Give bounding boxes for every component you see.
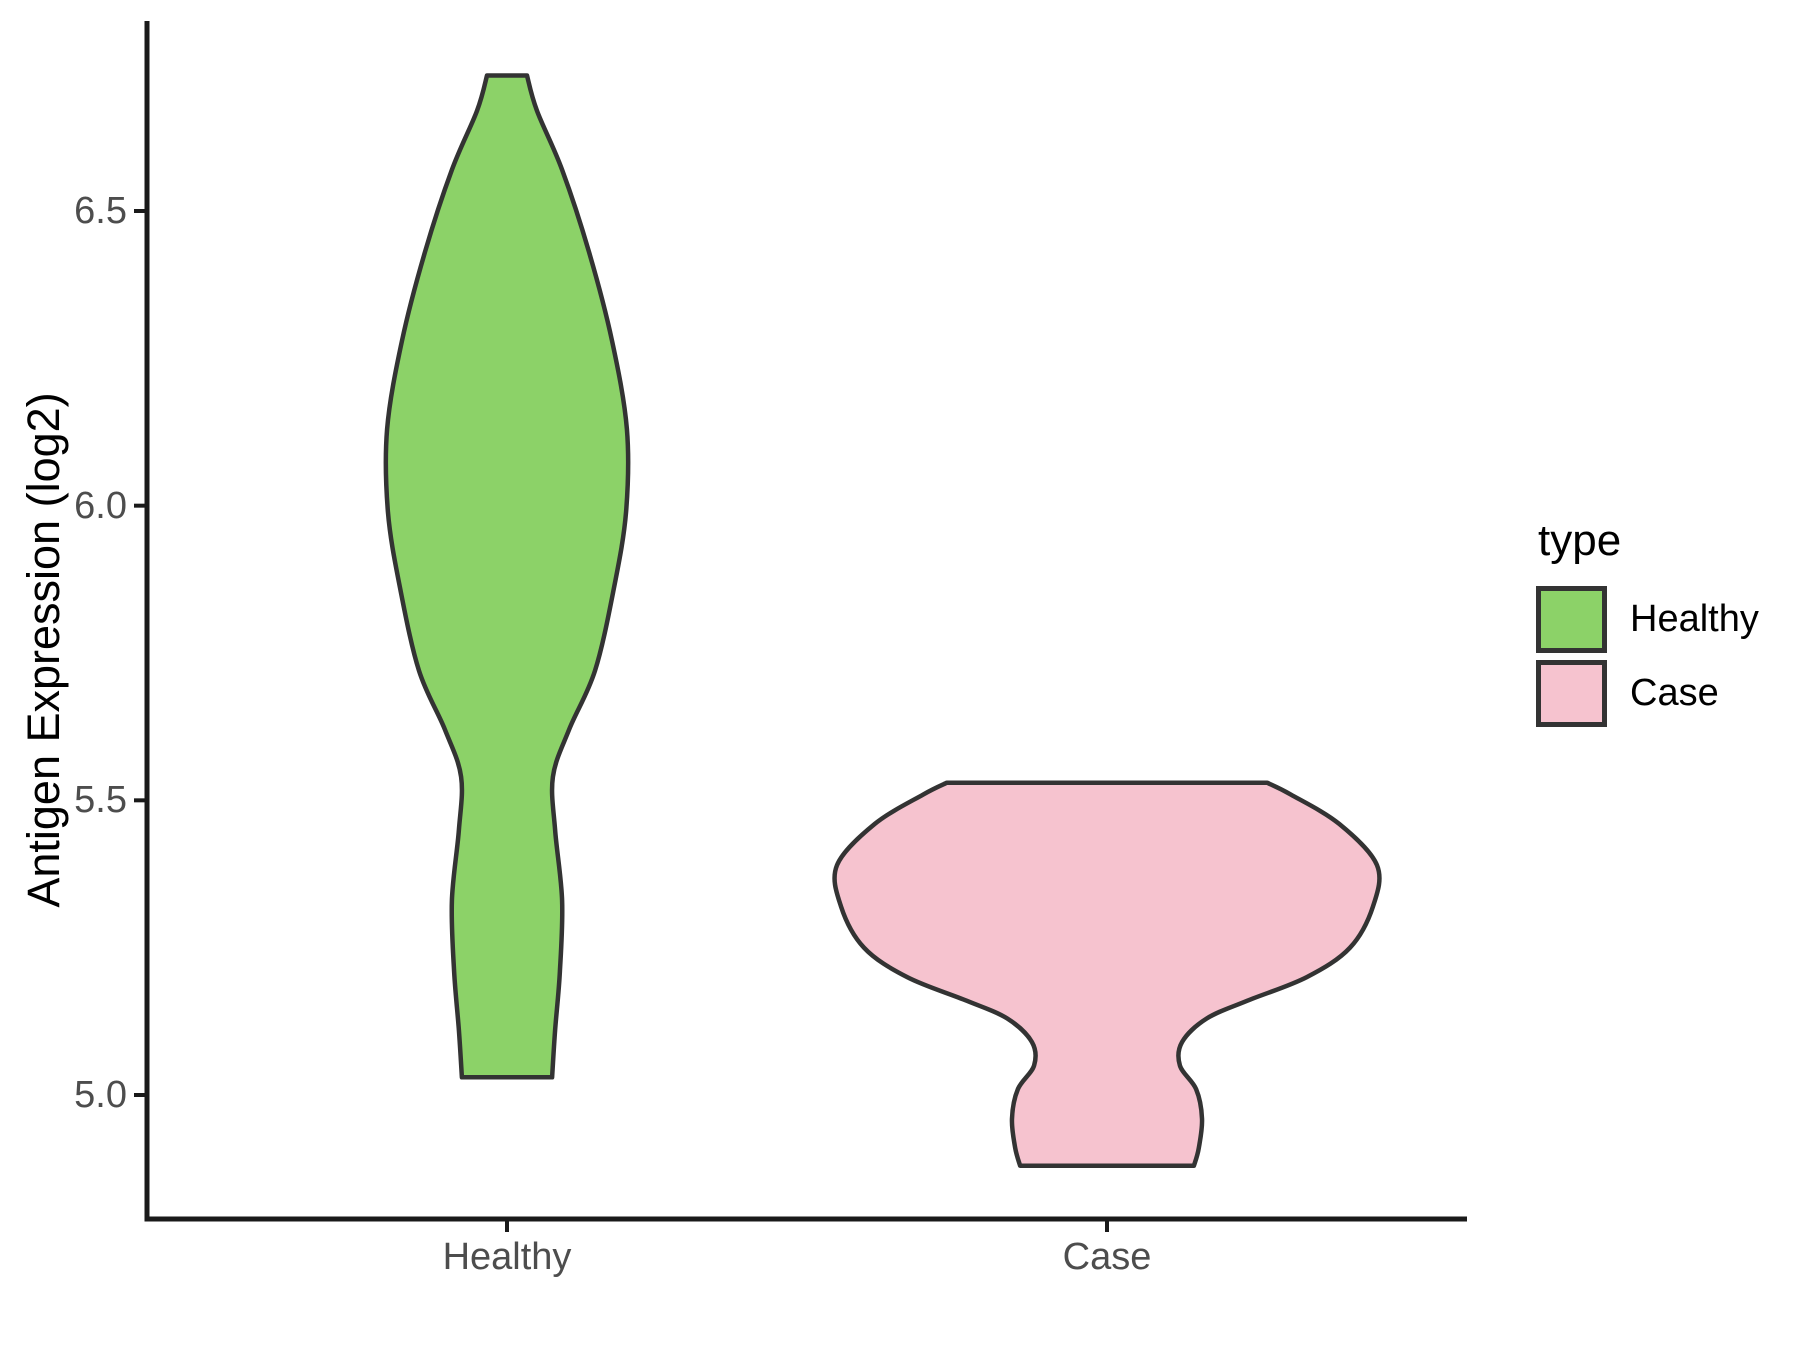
legend-label: Healthy: [1630, 598, 1759, 640]
y-axis-title: Antigen Expression (log2): [18, 392, 69, 908]
y-tick-label: 6.0: [74, 484, 127, 527]
legend-swatch-healthy: [1536, 586, 1607, 653]
y-tick-label: 5.5: [74, 779, 127, 822]
legend-title: type: [1538, 516, 1622, 565]
y-tick-label: 5.0: [74, 1074, 127, 1116]
x-tick-label: Healthy: [442, 1236, 572, 1278]
violin-healthy: [383, 73, 631, 1080]
y-tick-label: 6.5: [74, 190, 127, 232]
legend-label: Case: [1630, 672, 1719, 714]
legend-swatch-case: [1536, 660, 1607, 727]
legend-items: Healthy Case: [1536, 586, 1759, 727]
violin-case: [832, 780, 1382, 1168]
legend: type Healthy Case: [1536, 516, 1759, 734]
legend-item-healthy: Healthy: [1536, 586, 1759, 653]
legend-item-case: Case: [1536, 660, 1759, 727]
x-tick-label: Case: [1062, 1236, 1152, 1278]
